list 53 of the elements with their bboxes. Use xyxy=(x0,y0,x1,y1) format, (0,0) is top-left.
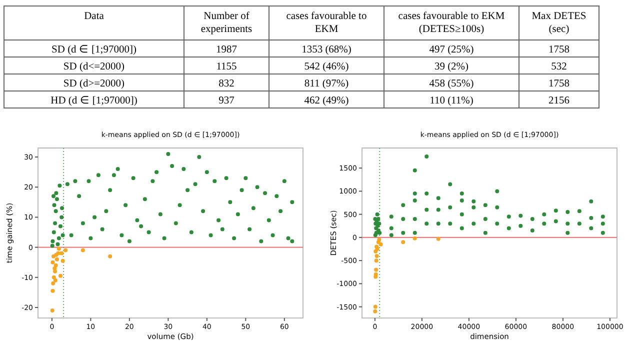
text: 937 xyxy=(218,96,234,106)
category-label: Max DETES (sec) xyxy=(532,11,586,35)
point xyxy=(374,268,378,272)
point xyxy=(373,309,378,314)
point xyxy=(64,248,68,252)
text: 462 (49%) xyxy=(304,96,349,106)
category-label: cases favourable to EKM xyxy=(286,11,367,35)
point xyxy=(401,240,406,244)
point xyxy=(436,236,440,241)
text: 1758 xyxy=(548,78,570,90)
point xyxy=(412,236,417,240)
point xyxy=(51,281,56,286)
point xyxy=(56,246,61,251)
point xyxy=(50,288,55,293)
point xyxy=(374,244,379,249)
point xyxy=(374,258,378,263)
text: 1155 xyxy=(216,62,237,72)
text: 1987 xyxy=(216,44,237,56)
text: 1353 (68%) xyxy=(302,44,352,56)
point xyxy=(373,304,378,309)
text: SD (d>=2000) xyxy=(63,78,125,90)
category-label: Data xyxy=(84,11,104,22)
point xyxy=(50,308,54,312)
text: 811 (97%) xyxy=(304,78,349,90)
text: 497 (25%) xyxy=(429,44,474,56)
text: 532 xyxy=(551,62,567,72)
text: 1758 xyxy=(548,44,570,56)
text: 110 (11%) xyxy=(430,96,474,106)
point xyxy=(54,257,59,262)
point xyxy=(58,274,62,278)
point xyxy=(52,266,57,270)
point xyxy=(50,260,55,264)
text: 458 (55%) xyxy=(429,78,474,90)
point xyxy=(53,278,58,282)
point xyxy=(51,254,56,258)
point xyxy=(80,248,85,252)
text: 2156 xyxy=(548,96,570,106)
point xyxy=(60,251,64,256)
point xyxy=(377,238,382,242)
point xyxy=(108,254,112,258)
category-label: Number of experiments xyxy=(200,11,252,35)
text: SD (d ∈ [1;97000]) xyxy=(52,44,136,56)
point xyxy=(60,258,65,263)
category-label: cases favourable to EKM (DETES≥100s) xyxy=(398,11,506,35)
text: 39 (2%) xyxy=(434,62,469,72)
text: 542 (46%) xyxy=(304,62,349,72)
text: HD (d ∈ [1;97000]) xyxy=(50,96,138,106)
text: SD (d<=2000) xyxy=(63,62,125,72)
point xyxy=(374,254,379,258)
point xyxy=(374,272,378,276)
point xyxy=(378,242,383,246)
point xyxy=(374,249,378,254)
text: 832 xyxy=(218,78,234,90)
